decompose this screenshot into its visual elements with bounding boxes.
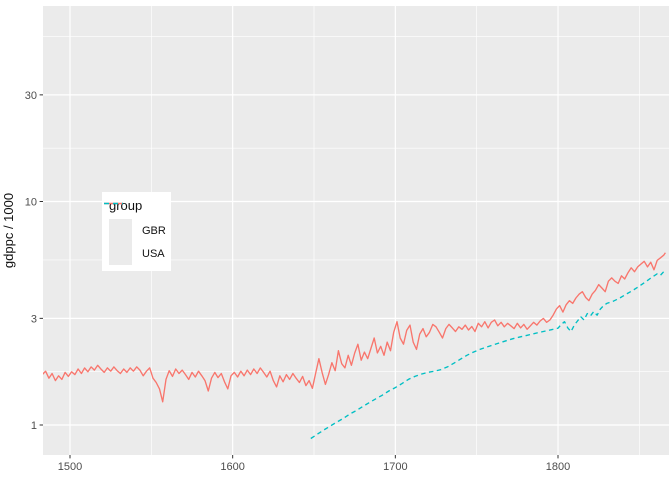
x-tick-label: 1800	[546, 461, 570, 473]
legend-label-usa: USA	[142, 247, 165, 260]
legend-label-gbr: GBR	[142, 224, 166, 237]
legend-item-gbr: GBR	[104, 202, 171, 242]
y-axis-title: gdppc / 1000	[1, 193, 16, 268]
usa-line-swatch	[104, 202, 132, 265]
gbr-line-swatch	[104, 202, 132, 242]
x-tick-label: 1600	[220, 461, 244, 473]
usa-line	[310, 269, 666, 440]
y-tick-label: 30	[25, 90, 37, 102]
legend-item-usa: USA	[104, 202, 171, 265]
legend-box: group GBR USA	[102, 192, 171, 271]
x-tick-label: 1700	[383, 461, 407, 473]
y-tick-label: 1	[31, 420, 37, 432]
y-tick-label: 10	[25, 197, 37, 209]
gbr-line	[43, 252, 666, 403]
y-tick-label: 3	[31, 313, 37, 325]
x-tick-label: 1500	[58, 461, 82, 473]
legend-title: group	[109, 198, 143, 213]
